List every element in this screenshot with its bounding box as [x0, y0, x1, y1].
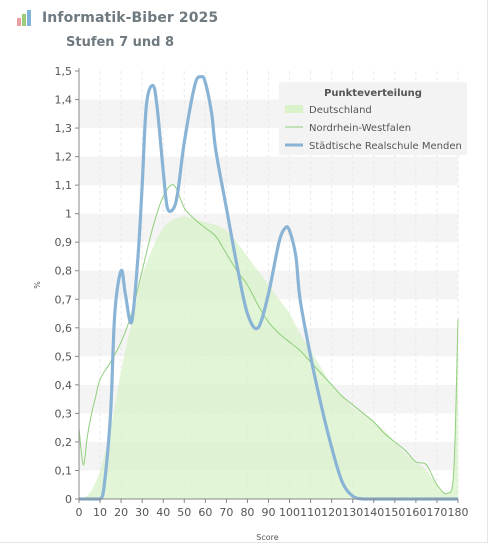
x-tick-label: 180 [448, 506, 469, 519]
y-tick-label: 0,4 [55, 379, 73, 392]
y-tick-label: 0,8 [55, 265, 73, 278]
x-tick-label: 140 [363, 506, 384, 519]
y-tick-label: 0,2 [55, 436, 73, 449]
x-axis-label: Score [256, 533, 278, 542]
x-tick-label: 150 [384, 506, 405, 519]
x-tick-label: 120 [321, 506, 342, 519]
x-tick-label: 160 [405, 506, 426, 519]
x-tick-label: 110 [300, 506, 321, 519]
series-layer [78, 74, 459, 501]
y-tick-label: 1,2 [55, 151, 73, 164]
legend-label: Deutschland [309, 105, 372, 116]
y-tick-label: 0,5 [55, 350, 73, 363]
series-deutschland-area [79, 216, 458, 499]
legend-item[interactable]: Städtische Realschule Menden [285, 141, 462, 152]
y-tick-label: 0,7 [55, 293, 73, 306]
x-tick-label: 100 [279, 506, 300, 519]
legend[interactable]: Punkteverteilung Deutschland Nordrhein-Wes… [279, 82, 467, 155]
x-tick-label: 40 [156, 506, 170, 519]
x-axis-ticks: 0 10 20 30 40 50 60 70 80 90 100 110 120 130 140 150 160… [76, 499, 469, 519]
y-axis-label: % [33, 281, 42, 289]
bar-chart-logo-icon [17, 10, 31, 26]
x-tick-label: 90 [262, 506, 276, 519]
chart-subtitle: Stufen 7 und 8 [66, 35, 175, 50]
y-tick-label: 0 [65, 493, 72, 506]
series-nrw-line [78, 184, 459, 495]
x-tick-label: 50 [177, 506, 191, 519]
x-tick-label: 0 [76, 506, 83, 519]
y-tick-label: 0,3 [55, 407, 73, 420]
legend-item[interactable]: Nordrhein-Westfalen [285, 123, 411, 134]
y-tick-label: 1,5 [55, 65, 73, 78]
x-tick-label: 30 [135, 506, 149, 519]
x-tick-label: 20 [114, 506, 128, 519]
y-tick-label: 1,1 [55, 179, 73, 192]
legend-box [279, 82, 467, 155]
y-axis-ticks: 0 0,1 0,2 0,3 0,4 0,5 0,6 0,7 0,8 0,9 1 1,1 1,2 1,3 1,… [55, 65, 79, 506]
y-tick-label: 1,4 [55, 94, 73, 107]
x-tick-label: 80 [240, 506, 254, 519]
legend-item[interactable]: Deutschland [285, 105, 372, 116]
y-tick-label: 0,1 [55, 464, 73, 477]
legend-label: Städtische Realschule Menden [309, 141, 462, 152]
x-tick-label: 70 [219, 506, 233, 519]
y-tick-label: 1,3 [55, 122, 73, 135]
x-tick-label: 10 [93, 506, 107, 519]
x-tick-label: 60 [198, 506, 212, 519]
y-tick-label: 1 [65, 208, 72, 221]
legend-title: Punkteverteilung [324, 88, 422, 99]
series-realschule-menden-line [79, 74, 458, 501]
chart-header: Informatik-Biber 2025 [16, 9, 218, 27]
legend-label: Nordrhein-Westfalen [309, 123, 411, 134]
x-tick-label: 170 [426, 506, 447, 519]
legend-swatch [285, 105, 303, 113]
chart-title: Informatik-Biber 2025 [42, 10, 219, 26]
y-tick-label: 0,9 [55, 236, 73, 249]
x-tick-label: 130 [342, 506, 363, 519]
y-tick-label: 0,6 [55, 322, 73, 335]
